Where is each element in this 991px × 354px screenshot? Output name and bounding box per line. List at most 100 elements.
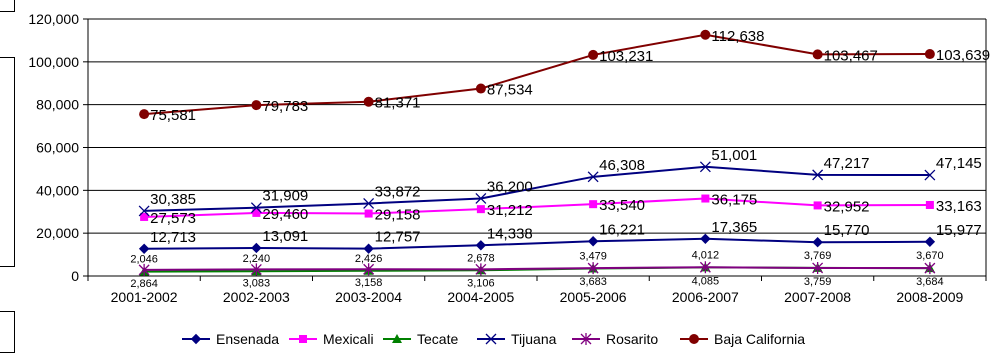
y-tick-label: 120,000 [28, 11, 79, 27]
legend-label-ensenada: Ensenada [216, 331, 279, 347]
data-label-tijuana: 33,872 [375, 183, 421, 200]
legend-label-tijuana: Tijuana [511, 331, 557, 347]
data-point-rosarito [363, 263, 375, 276]
data-point-rosarito [250, 263, 262, 276]
data-point-mexicali [252, 208, 261, 217]
data-label-mexicali: 31,212 [487, 202, 533, 219]
y-tick-label: 40,000 [36, 182, 79, 198]
data-label-tecate: 3,769 [804, 250, 832, 262]
data-point-mexicali [925, 200, 934, 209]
data-label-tijuana: 47,217 [824, 155, 870, 172]
data-label-tecate: 2,046 [130, 254, 158, 266]
data-label-mexicali: 32,952 [824, 198, 870, 215]
data-point-mexicali [701, 194, 710, 203]
y-tick-label: 20,000 [36, 225, 79, 241]
data-label-ensenada: 13,091 [262, 228, 308, 245]
data-label-mexicali: 27,573 [150, 210, 196, 227]
data-point-ensenada [251, 242, 262, 254]
series-line-mexicali [144, 197, 930, 218]
data-point-rosarito [924, 262, 936, 275]
data-label-tijuana: 31,909 [262, 188, 308, 205]
data-label-baja-california: 75,581 [150, 107, 196, 124]
data-label-baja-california: 79,783 [262, 98, 308, 115]
data-point-tijuana [138, 205, 150, 217]
data-label-ensenada: 12,757 [375, 229, 421, 246]
data-point-baja-california [251, 100, 262, 111]
data-label-rosarito: 3,684 [916, 276, 944, 288]
data-point-ensenada [700, 233, 711, 245]
legend-label-rosarito: Rosarito [606, 331, 658, 347]
x-tick-label: 2008-2009 [896, 289, 963, 305]
data-label-mexicali: 29,460 [262, 206, 308, 223]
data-label-baja-california: 103,467 [824, 47, 878, 64]
legend-marker-mexicali [299, 335, 307, 343]
data-label-rosarito: 3,158 [355, 277, 383, 289]
data-point-ensenada [475, 240, 487, 251]
data-point-tijuana [812, 169, 824, 181]
data-point-baja-california [588, 49, 599, 60]
data-label-tijuana: 46,308 [599, 157, 645, 174]
data-label-rosarito: 3,683 [579, 276, 607, 288]
data-label-ensenada: 17,365 [711, 219, 757, 236]
data-point-mexicali [813, 201, 822, 210]
data-point-tijuana [924, 169, 936, 181]
data-label-ensenada: 12,713 [150, 229, 196, 246]
data-label-tijuana: 30,385 [150, 191, 196, 208]
data-point-mexicali [589, 200, 598, 209]
data-label-mexicali: 29,158 [375, 207, 421, 224]
data-point-tijuana [475, 193, 487, 204]
y-tick-label: 60,000 [36, 140, 79, 156]
x-tick-label: 2003-2004 [335, 289, 402, 305]
y-tick-label: 0 [71, 268, 79, 284]
x-tick-label: 2006-2007 [672, 289, 739, 305]
x-tick-label: 2004-2005 [447, 289, 514, 305]
data-point-mexicali [140, 212, 149, 221]
data-label-ensenada: 14,338 [487, 225, 533, 242]
data-point-ensenada [363, 243, 374, 254]
data-point-tijuana [363, 197, 375, 209]
legend-label-baja-california: Baja California [714, 331, 805, 347]
data-point-tijuana [587, 171, 599, 183]
data-point-baja-california [139, 109, 150, 120]
data-label-tecate: 4,012 [692, 249, 720, 261]
series-line-rosarito [144, 266, 930, 271]
data-label-rosarito: 3,106 [467, 277, 495, 289]
data-point-rosarito [812, 261, 824, 274]
x-tick-label: 2005-2006 [560, 289, 627, 305]
left-edge-box [0, 311, 15, 353]
legend-marker-ensenada [190, 333, 202, 345]
y-tick-label: 100,000 [28, 54, 79, 70]
data-point-ensenada [587, 236, 599, 247]
data-label-tijuana: 36,200 [487, 178, 533, 195]
data-label-baja-california: 112,638 [711, 28, 764, 45]
x-tick-label: 2002-2003 [223, 289, 290, 305]
series-line-ensenada [144, 237, 930, 250]
data-point-ensenada [138, 243, 150, 254]
data-label-tecate: 3,670 [916, 250, 944, 262]
data-label-rosarito: 3,759 [804, 276, 832, 288]
legend-marker-baja-california [689, 334, 699, 344]
data-point-ensenada [812, 237, 823, 248]
data-point-baja-california [812, 49, 823, 60]
data-label-ensenada: 15,770 [824, 222, 870, 239]
legend-label-tecate: Tecate [417, 331, 458, 347]
data-point-rosarito [587, 262, 599, 275]
data-label-baja-california: 103,639 [936, 47, 990, 64]
data-label-rosarito: 3,083 [243, 277, 271, 289]
x-tick-label: 2007-2008 [784, 289, 851, 305]
data-label-tecate: 2,678 [467, 252, 495, 264]
left-edge-box [0, 0, 15, 12]
data-point-mexicali [476, 205, 485, 214]
series-line-baja-california [144, 33, 930, 116]
y-tick-label: 80,000 [36, 97, 79, 113]
data-point-baja-california [700, 29, 711, 40]
data-label-tecate: 3,479 [579, 251, 607, 263]
series-line-tijuana [144, 165, 930, 212]
data-label-tecate: 2,426 [355, 253, 383, 265]
data-label-rosarito: 4,085 [692, 275, 720, 287]
data-point-baja-california [363, 96, 374, 107]
legend-label-mexicali: Mexicali [323, 331, 374, 347]
data-label-baja-california: 103,231 [599, 48, 653, 65]
